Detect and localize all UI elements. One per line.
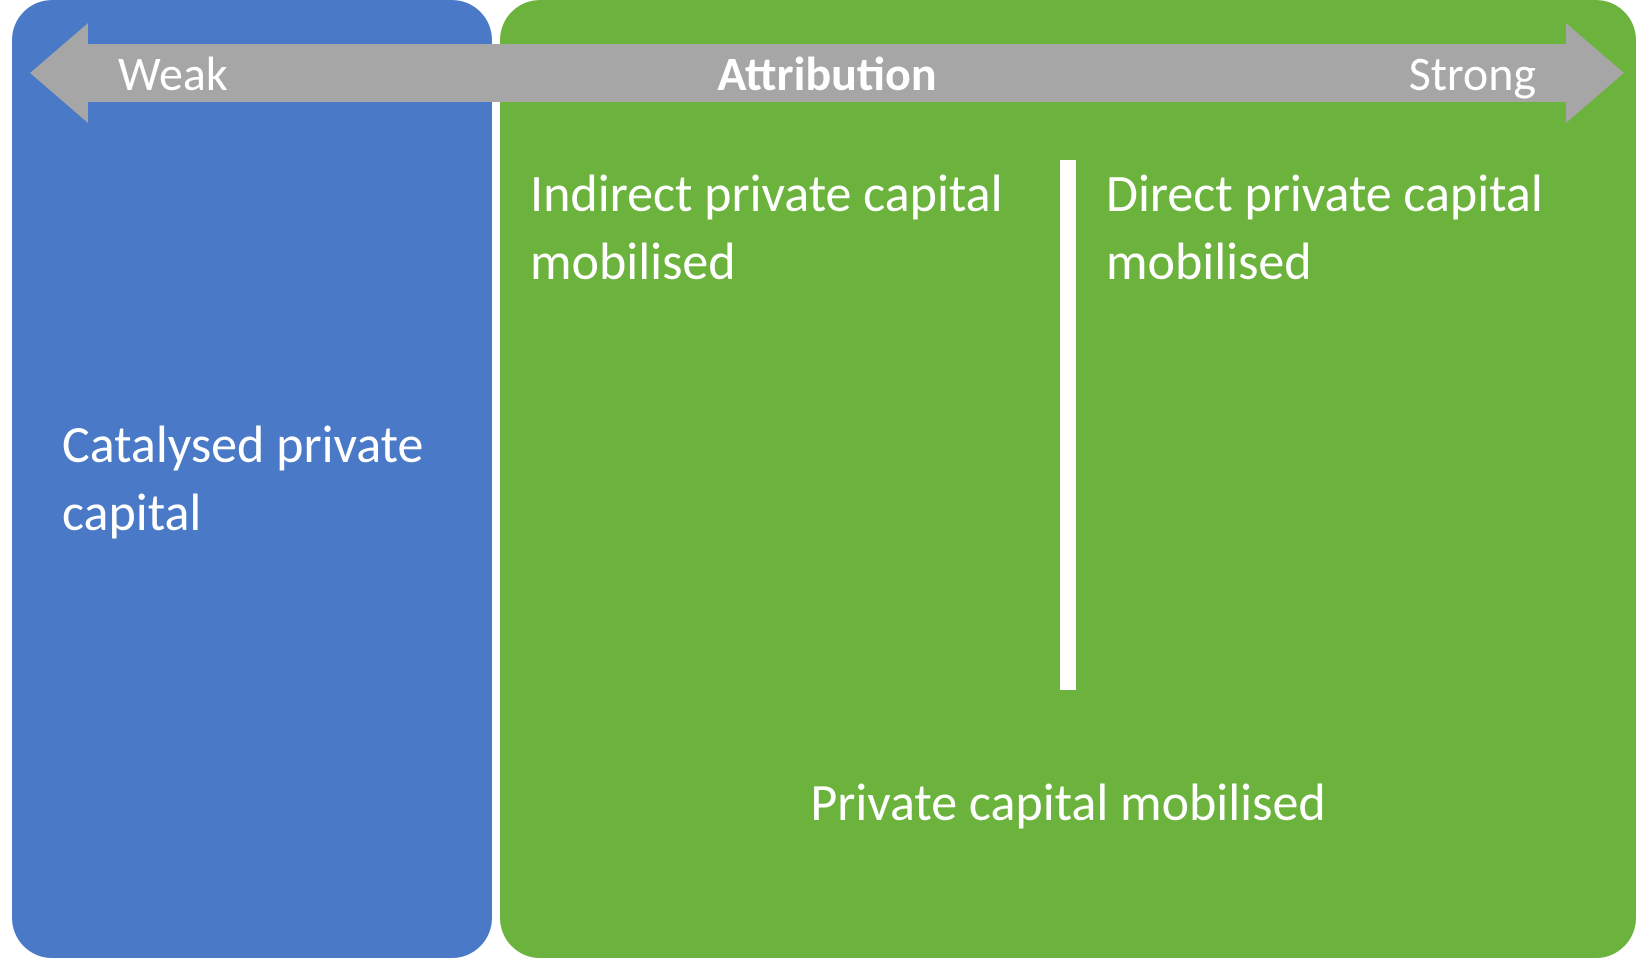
mobilised-bottom-label: Private capital mobilised xyxy=(500,770,1636,834)
direct-label: Direct private capital mobilised xyxy=(1106,160,1606,295)
arrow-head-left-icon xyxy=(30,23,88,123)
arrow-attribution-label: Attribution xyxy=(717,44,936,103)
arrow-body: Weak Attribution Strong xyxy=(88,44,1566,102)
sub-columns: Indirect private capital mobilised Direc… xyxy=(500,160,1636,690)
indirect-column: Indirect private capital mobilised xyxy=(500,160,1076,690)
arrow-strong-label: Strong xyxy=(1409,44,1536,103)
arrow-head-right-icon xyxy=(1566,23,1624,123)
catalysed-column: Catalysed private capital xyxy=(12,0,492,958)
arrow-weak-label: Weak xyxy=(118,44,228,103)
attribution-arrow: Weak Attribution Strong xyxy=(30,28,1624,118)
direct-column: Direct private capital mobilised xyxy=(1076,160,1636,690)
indirect-label: Indirect private capital mobilised xyxy=(530,160,1030,295)
catalysed-label: Catalysed private capital xyxy=(62,411,442,546)
mobilised-container: Indirect private capital mobilised Direc… xyxy=(500,0,1636,958)
diagram-container: Catalysed private capital Indirect priva… xyxy=(0,0,1652,964)
